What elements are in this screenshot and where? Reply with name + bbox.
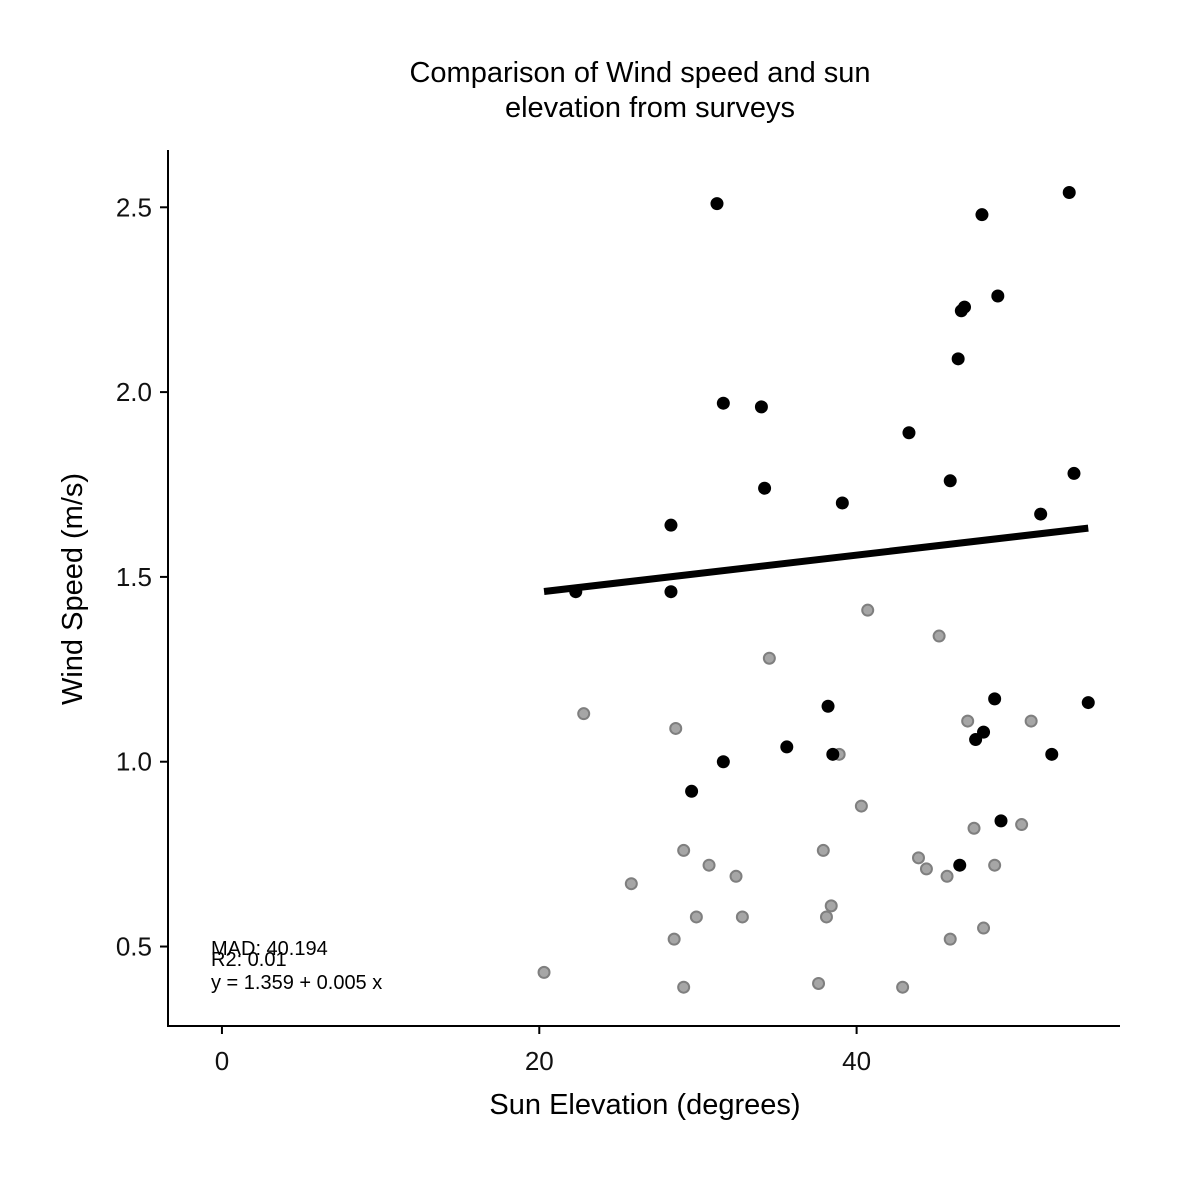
y-axis-label: Wind Speed (m/s) bbox=[57, 473, 89, 705]
primary-point bbox=[758, 481, 772, 495]
secondary-point bbox=[967, 821, 981, 835]
x-tick-label: 0 bbox=[215, 1046, 229, 1076]
secondary-point bbox=[940, 869, 954, 883]
secondary-point bbox=[943, 932, 957, 946]
secondary-point bbox=[577, 707, 591, 721]
secondary-point bbox=[812, 976, 826, 990]
secondary-point bbox=[896, 980, 910, 994]
annotation-equation: y = 1.359 + 0.005 x bbox=[211, 972, 382, 994]
secondary-point bbox=[702, 858, 716, 872]
secondary-point bbox=[669, 721, 683, 735]
secondary-point bbox=[854, 799, 868, 813]
primary-point bbox=[1045, 747, 1059, 761]
points-layer bbox=[537, 186, 1095, 994]
chart-title-line-2: elevation from surveys bbox=[505, 92, 795, 124]
secondary-point bbox=[735, 910, 749, 924]
secondary-point bbox=[824, 899, 838, 913]
primary-point bbox=[951, 352, 965, 366]
annotation-mad: MAD: 40.194 bbox=[211, 938, 328, 960]
primary-point bbox=[975, 208, 989, 222]
secondary-point bbox=[819, 910, 833, 924]
x-tick-label: 20 bbox=[525, 1046, 554, 1076]
primary-point bbox=[685, 784, 699, 798]
primary-point bbox=[754, 400, 768, 414]
primary-point bbox=[716, 396, 730, 410]
primary-point bbox=[954, 304, 968, 318]
primary-point bbox=[969, 733, 983, 747]
secondary-point bbox=[1015, 818, 1029, 832]
y-tick-label: 2.5 bbox=[116, 192, 152, 222]
primary-point bbox=[710, 197, 724, 211]
secondary-point bbox=[919, 862, 933, 876]
primary-point bbox=[1081, 696, 1095, 710]
y-tick-label: 1.5 bbox=[116, 562, 152, 592]
secondary-point bbox=[1024, 714, 1038, 728]
primary-point bbox=[716, 755, 730, 769]
primary-point bbox=[988, 692, 1002, 706]
primary-point bbox=[835, 496, 849, 510]
secondary-point bbox=[689, 910, 703, 924]
y-tick-label: 0.5 bbox=[116, 932, 152, 962]
secondary-point bbox=[988, 858, 1002, 872]
secondary-point bbox=[667, 932, 681, 946]
primary-point bbox=[991, 289, 1005, 303]
secondary-point bbox=[762, 651, 776, 665]
primary-point bbox=[943, 474, 957, 488]
secondary-point bbox=[677, 980, 691, 994]
fit-layer bbox=[543, 524, 1089, 595]
secondary-point bbox=[932, 629, 946, 643]
primary-point bbox=[953, 858, 967, 872]
primary-point bbox=[664, 518, 678, 532]
secondary-point bbox=[911, 851, 925, 865]
primary-point bbox=[826, 747, 840, 761]
x-tick-label: 40 bbox=[842, 1046, 871, 1076]
secondary-point bbox=[961, 714, 975, 728]
y-tick-label: 1.0 bbox=[116, 747, 152, 777]
secondary-point bbox=[729, 869, 743, 883]
secondary-point bbox=[677, 843, 691, 857]
primary-point bbox=[994, 814, 1008, 828]
primary-point bbox=[1067, 466, 1081, 480]
secondary-point bbox=[624, 877, 638, 891]
x-axis-label: Sun Elevation (degrees) bbox=[489, 1089, 800, 1121]
secondary-point bbox=[537, 965, 551, 979]
ticks-layer: 0 20 40 0.5 1.0 1.5 2.0 2.5 bbox=[116, 192, 871, 1076]
annotation-r2: R2: 0.01 bbox=[211, 949, 287, 971]
primary-point bbox=[1062, 186, 1076, 200]
primary-point bbox=[821, 699, 835, 713]
secondary-point bbox=[861, 603, 875, 617]
chart-title-line-1: Comparison of Wind speed and sun bbox=[409, 57, 870, 89]
secondary-point bbox=[977, 921, 991, 935]
y-tick-label: 2.0 bbox=[116, 377, 152, 407]
primary-point bbox=[664, 585, 678, 599]
primary-point bbox=[902, 426, 916, 440]
primary-point bbox=[1034, 507, 1048, 521]
regression-line bbox=[543, 524, 1089, 595]
secondary-point bbox=[816, 843, 830, 857]
primary-point bbox=[780, 740, 794, 754]
